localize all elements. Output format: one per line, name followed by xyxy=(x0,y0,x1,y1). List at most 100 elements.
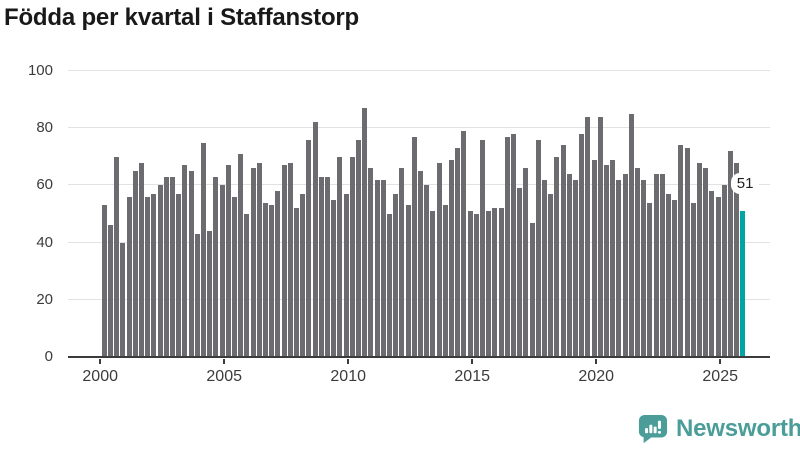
x-tick-label: 2005 xyxy=(206,368,242,385)
bar xyxy=(337,156,343,357)
bar xyxy=(287,162,293,357)
bar xyxy=(101,205,107,357)
bar xyxy=(455,148,461,357)
x-tick-mark xyxy=(719,359,722,364)
newsworthy-icon xyxy=(638,414,668,444)
bar xyxy=(690,202,696,357)
bar xyxy=(213,176,219,357)
bar xyxy=(510,133,516,357)
x-tick-label: 2010 xyxy=(330,368,366,385)
bar xyxy=(120,242,126,357)
bar xyxy=(560,145,566,357)
bar xyxy=(703,168,709,357)
x-tick-mark xyxy=(347,359,350,364)
chart-title: Födda per kvartal i Staffanstorp xyxy=(4,4,360,31)
bar xyxy=(231,196,237,357)
bar xyxy=(132,171,138,357)
bar xyxy=(293,208,299,357)
bar-series: 51 xyxy=(68,71,770,357)
bar xyxy=(498,208,504,357)
bar xyxy=(523,168,529,357)
bar xyxy=(318,176,324,357)
bar xyxy=(349,156,355,357)
gridline xyxy=(68,70,770,71)
bar xyxy=(566,173,572,357)
bar xyxy=(473,214,479,357)
bar xyxy=(324,176,330,357)
bar xyxy=(151,193,157,357)
bar xyxy=(517,188,523,357)
bar xyxy=(442,205,448,357)
bar xyxy=(535,139,541,357)
bar xyxy=(597,116,603,357)
bar xyxy=(114,156,120,357)
bar xyxy=(417,171,423,357)
bar xyxy=(262,202,268,357)
bar xyxy=(610,159,616,357)
bar xyxy=(647,202,653,357)
bar xyxy=(169,176,175,357)
bar xyxy=(145,196,151,357)
newsworthy-wordmark: Newsworthy xyxy=(676,415,800,442)
bar xyxy=(436,162,442,357)
bar xyxy=(250,168,256,357)
bar xyxy=(188,171,194,357)
bar xyxy=(696,162,702,357)
x-tick-label: 2015 xyxy=(454,368,490,385)
bar xyxy=(616,179,622,357)
bar xyxy=(380,179,386,357)
bar xyxy=(176,193,182,357)
y-tick-label: 40 xyxy=(36,233,53,251)
bar xyxy=(386,214,392,357)
bar xyxy=(709,191,715,357)
y-tick-label: 0 xyxy=(44,348,53,365)
bar xyxy=(281,165,287,357)
x-tick-label: 2000 xyxy=(82,368,118,385)
bar xyxy=(628,113,634,357)
bar xyxy=(603,165,609,357)
bar xyxy=(219,185,225,357)
bar xyxy=(182,165,188,357)
x-tick-mark xyxy=(471,359,474,364)
bar xyxy=(653,173,659,357)
bar xyxy=(256,162,262,357)
bar xyxy=(448,159,454,357)
bar xyxy=(126,196,132,357)
y-tick-label: 80 xyxy=(36,119,53,137)
x-axis-line xyxy=(68,356,770,358)
bar xyxy=(467,211,473,357)
bar xyxy=(399,168,405,357)
bar xyxy=(678,145,684,357)
bar xyxy=(393,193,399,357)
bar xyxy=(461,131,467,357)
bar xyxy=(424,185,430,357)
bar xyxy=(355,139,361,357)
bar xyxy=(405,205,411,357)
bar xyxy=(541,179,547,357)
y-tick-label: 60 xyxy=(36,176,53,194)
bar xyxy=(684,148,690,357)
bar xyxy=(727,151,733,357)
newsworthy-logo: Newsworthy xyxy=(638,414,800,444)
bar xyxy=(362,108,368,357)
gridline xyxy=(68,127,770,129)
bar xyxy=(715,196,721,357)
bar xyxy=(331,199,337,357)
bar xyxy=(368,168,374,357)
bar xyxy=(163,176,169,357)
bar xyxy=(238,153,244,357)
bar xyxy=(486,211,492,357)
bar xyxy=(721,185,727,357)
value-annotation: 51 xyxy=(730,173,760,195)
bar xyxy=(634,168,640,357)
x-tick-mark xyxy=(595,359,598,364)
x-tick-mark xyxy=(223,359,226,364)
bar-highlighted xyxy=(740,211,746,357)
bar xyxy=(591,159,597,357)
bar xyxy=(579,133,585,357)
bar xyxy=(659,173,665,357)
bar xyxy=(665,193,671,357)
bar xyxy=(107,225,113,357)
bar xyxy=(374,179,380,357)
